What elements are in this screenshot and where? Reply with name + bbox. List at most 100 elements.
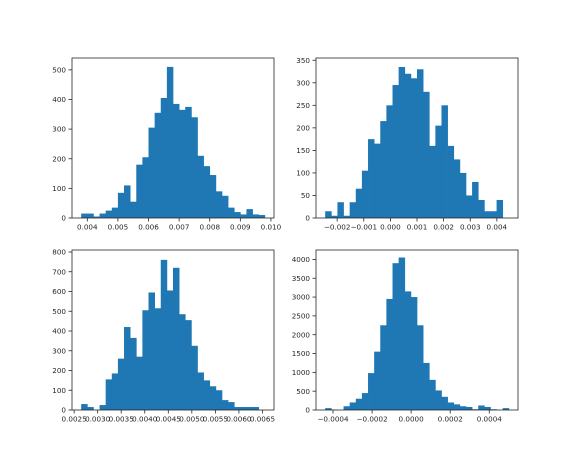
- histogram-bar: [361, 393, 369, 410]
- histogram-bar: [185, 106, 192, 218]
- y-tick-label: 100: [296, 169, 310, 178]
- x-tick-label: 0.0002: [438, 415, 463, 424]
- histogram-bar: [435, 390, 442, 410]
- x-tick-label: −0.001: [350, 223, 377, 232]
- x-tick-label: 0.007: [169, 223, 190, 232]
- histogram-bar: [349, 202, 357, 218]
- histogram-bar: [166, 290, 174, 410]
- histogram-bar: [203, 166, 211, 218]
- histogram-bar: [117, 192, 125, 218]
- histogram-bar: [465, 406, 473, 410]
- histogram-bar: [502, 408, 510, 410]
- x-tick-label: 0.002: [433, 223, 454, 232]
- x-tick-label: −0.0004: [317, 415, 349, 424]
- histogram-bar: [258, 215, 266, 218]
- histogram-bar: [246, 407, 253, 410]
- y-tick-label: 1500: [292, 349, 311, 358]
- histogram-bar: [343, 406, 351, 410]
- histogram-bar: [136, 164, 143, 218]
- y-tick-label: 0: [305, 406, 310, 415]
- histogram-bar: [386, 298, 393, 410]
- histogram-bar: [148, 292, 155, 410]
- histogram-bar: [130, 337, 137, 410]
- y-tick-label: 50: [301, 191, 311, 200]
- histogram-bar: [166, 66, 174, 218]
- histogram-bar: [252, 407, 260, 410]
- histogram-bar: [441, 396, 448, 410]
- histogram-bar: [325, 211, 332, 218]
- x-tick-label: 0.001: [407, 223, 428, 232]
- histogram-bar: [191, 345, 198, 410]
- histogram-bar: [459, 172, 467, 218]
- histogram-bar: [392, 263, 399, 410]
- x-tick-label: 0.0025: [62, 415, 87, 424]
- x-tick-label: 0.0045: [156, 415, 181, 424]
- histogram-bar: [417, 325, 424, 410]
- x-tick-label: 0.0055: [203, 415, 228, 424]
- histogram-bar: [380, 121, 387, 218]
- histogram-bar: [124, 327, 131, 410]
- histogram-bar: [404, 73, 412, 219]
- x-tick-label: 0.000: [380, 223, 401, 232]
- y-tick-label: 800: [52, 248, 66, 257]
- histogram-bar: [87, 213, 94, 218]
- histogram-bar: [154, 308, 162, 410]
- histogram-bar: [368, 139, 375, 218]
- histogram-bar: [472, 181, 479, 218]
- y-tick-label: 500: [52, 65, 66, 74]
- histogram-bar: [429, 145, 436, 218]
- x-tick-label: 0.004: [487, 223, 508, 232]
- y-tick-label: 4000: [292, 255, 311, 264]
- x-tick-label: 0.0030: [85, 415, 111, 424]
- histogram-bar: [361, 170, 369, 218]
- histogram-bar: [496, 199, 504, 218]
- histogram-bar: [117, 358, 125, 410]
- histogram-bar: [453, 159, 461, 218]
- histogram-bar: [160, 98, 168, 218]
- histogram-bar: [423, 362, 430, 410]
- histogram-bar: [392, 85, 399, 218]
- y-tick-label: 200: [52, 154, 66, 163]
- histogram-bar: [197, 155, 204, 218]
- histogram-bar: [105, 379, 113, 410]
- histogram-bar: [81, 213, 88, 218]
- y-tick-label: 500: [52, 307, 66, 316]
- histogram-bar: [160, 259, 168, 410]
- x-tick-label: 0.003: [460, 223, 481, 232]
- y-tick-label: 300: [52, 346, 66, 355]
- histogram-bar: [234, 407, 241, 410]
- y-tick-label: 300: [52, 125, 66, 134]
- x-tick-label: 0.0065: [250, 415, 275, 424]
- histogram-bar: [105, 210, 113, 218]
- histogram-axes-1: 0.004 0.005 0.006 0.007 0.008 0.009 0.010 0 100 2…: [52, 57, 282, 232]
- histogram-bar: [228, 207, 235, 218]
- y-tick-label: 200: [52, 366, 66, 375]
- histogram-bar: [484, 211, 491, 218]
- histogram-bar: [355, 188, 363, 218]
- y-tick-label: 1000: [292, 368, 311, 377]
- x-tick-label: 0.010: [261, 223, 282, 232]
- histogram-bar: [136, 356, 143, 410]
- histogram-bar: [179, 314, 186, 410]
- histogram-bar: [215, 191, 223, 218]
- histogram-bar: [447, 145, 455, 218]
- x-tick-label: 0.0060: [226, 415, 252, 424]
- histogram-bar: [228, 402, 235, 410]
- histogram-bar: [142, 310, 149, 410]
- y-tick-label: 100: [52, 184, 66, 193]
- histogram-bar: [410, 297, 418, 410]
- histogram-bar: [209, 175, 217, 218]
- histogram-axes-3: 0.00250.00300.00350.00400.00450.00500.00…: [52, 248, 275, 424]
- histogram-bar: [191, 117, 198, 218]
- y-tick-label: 250: [296, 101, 310, 110]
- histogram-bar: [423, 91, 430, 218]
- histogram-axes-4: −0.0004 −0.0002 0.0000 0.0002 0.0004 0 500 1000…: [292, 249, 519, 424]
- histogram-bar: [410, 78, 418, 218]
- histogram-bar: [246, 209, 253, 218]
- y-tick-label: 3000: [292, 293, 311, 302]
- x-tick-label: 0.009: [230, 223, 251, 232]
- histogram-bar: [221, 195, 229, 218]
- x-tick-label: −0.002: [324, 223, 351, 232]
- histogram-bar: [355, 398, 363, 410]
